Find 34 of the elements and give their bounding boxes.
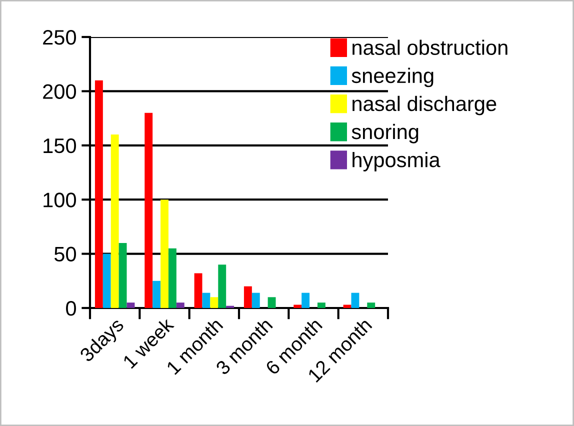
bar (176, 302, 184, 308)
legend-label: hyposmia (352, 152, 440, 172)
y-tick-label: 250 (43, 30, 76, 45)
y-tick-label: 50 (54, 246, 76, 262)
bar (202, 292, 210, 308)
legend-label: sneezing (352, 68, 434, 88)
legend-label: nasal obstruction (352, 40, 508, 55)
bar (144, 112, 153, 308)
bar (302, 292, 310, 308)
bar (252, 292, 260, 308)
bar (367, 302, 376, 308)
bar (294, 304, 302, 308)
bar (194, 273, 202, 308)
bar (102, 254, 111, 308)
bar (343, 304, 352, 308)
y-tick-label: 0 (66, 301, 76, 316)
bar (160, 200, 168, 308)
legend-label: snoring (352, 124, 418, 144)
bar (168, 248, 176, 308)
legend-label: nasal discharge (352, 96, 496, 116)
bar (210, 297, 218, 308)
y-tick-label: 100 (44, 192, 76, 208)
bar (118, 242, 127, 308)
bar (244, 286, 252, 308)
y-tick-label: 150 (44, 138, 76, 154)
bar (126, 302, 135, 308)
bar (317, 302, 326, 308)
y-tick-label: 200 (43, 84, 76, 99)
bar (152, 280, 161, 308)
bar (94, 80, 103, 308)
bar (218, 264, 226, 308)
bar (351, 292, 360, 308)
bar (268, 297, 276, 308)
bar (110, 134, 119, 308)
